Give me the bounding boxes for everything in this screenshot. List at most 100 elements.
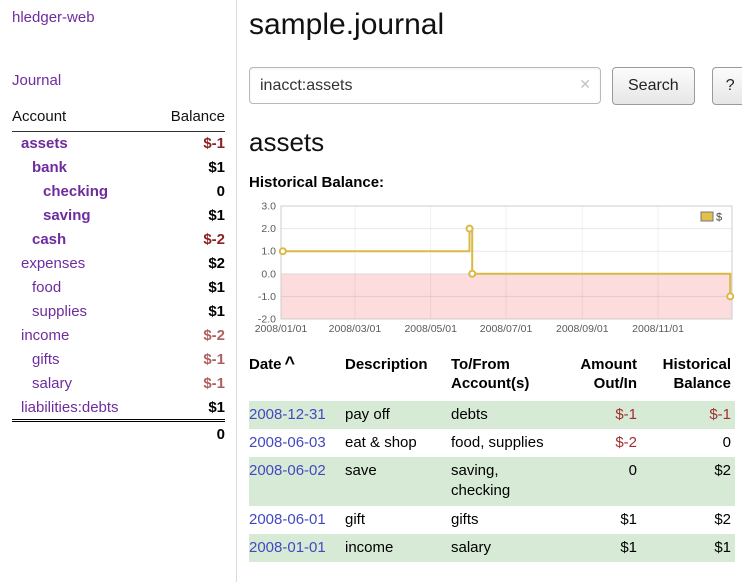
transaction-description: save [345, 462, 377, 479]
transaction-description: income [345, 538, 394, 556]
sort-ascending-icon: ^ [284, 352, 296, 373]
account-heading: assets [249, 126, 325, 157]
account-row: supplies $1 [12, 300, 225, 324]
accounts-header-row: Account Balance [12, 104, 225, 132]
transaction-description: pay off [345, 405, 390, 423]
register-header-amount: Amount Out/In [580, 355, 637, 393]
data-point-marker [278, 246, 287, 255]
accounts-total-spacer [12, 418, 154, 446]
below-zero-region [281, 273, 732, 319]
account-link[interactable]: expenses [21, 255, 86, 272]
register-row: 2008-12-31 pay off debts $-1 $-1 [249, 400, 735, 429]
legend-swatch [700, 211, 714, 221]
x-axis-label: 2008/03/01 [329, 323, 382, 335]
transaction-accounts: food, supplies [451, 433, 544, 451]
accounts-header-balance: Balance [153, 104, 225, 132]
account-balance: $-1 [203, 351, 225, 368]
y-axis-label: -1.0 [258, 290, 276, 302]
page-title: sample.journal [249, 8, 445, 41]
account-link[interactable]: income [21, 327, 70, 344]
account-balance: $-2 [203, 327, 225, 344]
transaction-date-link[interactable]: 2008-12-31 [249, 405, 326, 423]
transaction-date-cell: 2008-12-31 [249, 401, 345, 429]
account-balance: $-1 [203, 135, 225, 153]
register-table-body: 2008-12-31 pay off debts $-1 $-1 2008-06… [249, 400, 735, 562]
y-axis-label: 3.0 [261, 200, 276, 212]
clear-search-icon[interactable]: ✕ [579, 76, 591, 92]
account-link[interactable]: saving [43, 207, 91, 224]
register-row: 2008-06-01 gift gifts $1 $2 [249, 506, 735, 534]
transaction-date-link[interactable]: 2008-06-02 [249, 462, 326, 479]
accounts-table-body: assets $-1 bank $1 checking 0 saving $1 … [12, 132, 225, 421]
account-name-cell: assets [12, 132, 153, 156]
account-row: income $-2 [12, 324, 225, 348]
y-axis-label: 1.0 [261, 245, 276, 257]
account-name-cell: income [12, 324, 153, 348]
transaction-balance: 0 [722, 433, 731, 451]
accounts-table: Account Balance assets $-1 bank $1 check… [12, 104, 225, 446]
register-header-date[interactable]: Date ^ [249, 353, 345, 401]
account-balance: $2 [208, 255, 225, 272]
account-name-cell: food [12, 276, 153, 300]
accounts-total: 0 [153, 418, 225, 446]
brand-link[interactable]: hledger-web [12, 9, 95, 26]
sidebar: hledger-web Journal Account Balance asse… [0, 0, 237, 582]
x-axis-label: 2008/05/01 [404, 323, 457, 335]
account-row: gifts $-1 [12, 348, 225, 372]
account-balance: $-1 [203, 375, 225, 392]
transaction-balance: $-1 [709, 405, 731, 423]
accounts-header-account: Account [12, 104, 154, 132]
account-row: liabilities:debts $1 [12, 396, 225, 421]
account-name-cell: saving [12, 204, 153, 228]
account-link[interactable]: cash [32, 231, 67, 248]
main-content: sample.journal ✕ Search ? assets Histori… [237, 0, 742, 582]
transaction-date-link[interactable]: 2008-06-01 [249, 510, 326, 528]
accounts-total-row: 0 [12, 418, 225, 446]
transaction-accounts: debts [451, 405, 488, 423]
account-link[interactable]: liabilities:debts [21, 398, 119, 416]
transaction-balance: $2 [714, 462, 731, 479]
data-point-marker [468, 269, 477, 278]
register-row: 2008-06-02 save saving, checking 0 $2 [249, 457, 735, 506]
x-axis-label: 2008/09/01 [556, 323, 609, 335]
account-name-cell: supplies [12, 300, 153, 324]
transaction-accounts: saving, checking [451, 462, 511, 500]
account-name-cell: salary [12, 372, 153, 396]
account-link[interactable]: gifts [32, 351, 60, 368]
y-axis-label: -2.0 [258, 313, 276, 325]
register-header-balance: Historical Balance [662, 355, 731, 393]
register-header-accounts: To/From Account(s) [451, 355, 530, 393]
y-axis-label: 2.0 [261, 223, 276, 235]
transaction-amount: $1 [620, 538, 637, 556]
transaction-date-cell: 2008-06-02 [249, 457, 345, 506]
account-link[interactable]: salary [32, 375, 73, 392]
account-balance: $1 [208, 398, 225, 416]
account-name-cell: liabilities:debts [12, 396, 153, 421]
transaction-amount: $1 [620, 510, 637, 528]
account-row: expenses $2 [12, 252, 225, 276]
account-link[interactable]: assets [21, 135, 68, 153]
account-balance: 0 [216, 183, 225, 200]
account-row: food $1 [12, 276, 225, 300]
account-balance: $-2 [203, 231, 225, 248]
account-link[interactable]: supplies [32, 303, 88, 320]
account-balance: $1 [208, 207, 225, 224]
search-button[interactable]: Search [612, 66, 695, 105]
transaction-date-link[interactable]: 2008-06-03 [249, 433, 326, 451]
date-header-label: Date [249, 355, 282, 373]
transaction-date-link[interactable]: 2008-01-01 [249, 538, 326, 556]
help-button[interactable]: ? [711, 66, 742, 105]
account-row: cash $-2 [12, 228, 225, 252]
account-row: checking 0 [12, 180, 225, 204]
account-name-cell: bank [12, 156, 153, 180]
account-row: salary $-1 [12, 372, 225, 396]
account-link[interactable]: food [32, 279, 62, 296]
nav-journal-link[interactable]: Journal [12, 72, 62, 89]
x-axis-label: 2008/01/01 [255, 323, 308, 335]
account-link[interactable]: checking [43, 183, 109, 200]
account-balance: $1 [208, 159, 225, 176]
search-input[interactable] [249, 67, 601, 104]
account-name-cell: gifts [12, 348, 153, 372]
account-link[interactable]: bank [32, 159, 68, 176]
